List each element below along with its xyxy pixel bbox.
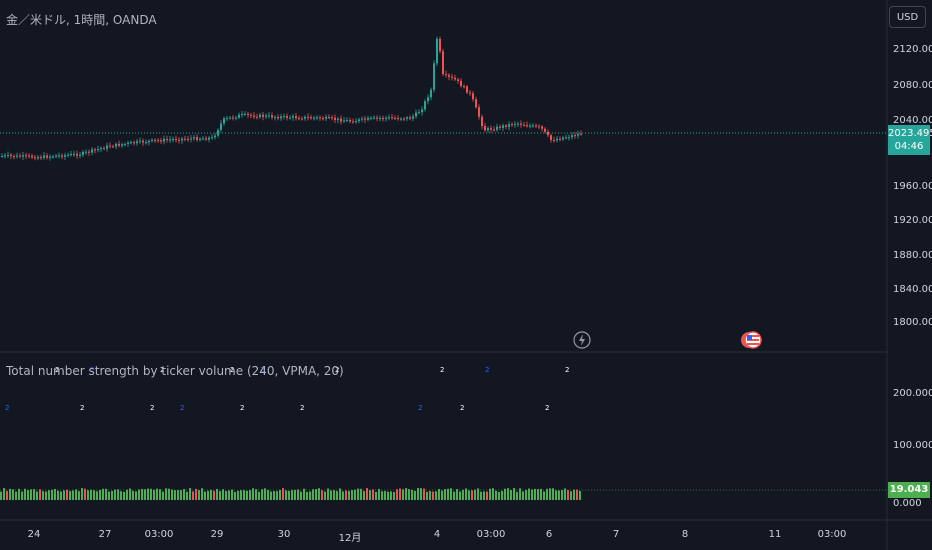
price-tick: 1880.000 [893, 250, 932, 261]
time-tick: 30 [277, 529, 291, 540]
bar-countdown: 04:46 [894, 141, 924, 152]
time-tick: 03:00 [144, 529, 174, 540]
svg-text:2: 2 [160, 366, 164, 374]
currency-button[interactable]: USD [889, 6, 926, 28]
svg-text:2: 2 [335, 366, 339, 374]
svg-text:2: 2 [300, 404, 304, 412]
svg-text:2: 2 [5, 404, 9, 412]
us-flag-icon[interactable] [741, 330, 763, 354]
price-tick: 2040.000 [893, 115, 932, 126]
indicator-tick: 0.000 [893, 498, 922, 509]
price-tick: 1960.000 [893, 181, 932, 192]
svg-text:2: 2 [545, 404, 549, 412]
svg-text:2: 2 [460, 404, 464, 412]
price-tick: 1840.000 [893, 284, 932, 295]
svg-text:2: 2 [90, 366, 94, 374]
last-price-badge: 2023.495 04:46 [888, 125, 932, 155]
price-tick: 2120.000 [893, 44, 932, 55]
svg-text:2: 2 [485, 366, 489, 374]
time-tick: 4 [433, 529, 441, 540]
price-tick: 1920.000 [893, 215, 932, 226]
svg-text:2: 2 [230, 366, 234, 374]
time-tick: 7 [612, 529, 620, 540]
svg-text:2: 2 [440, 366, 444, 374]
svg-text:2: 2 [240, 404, 244, 412]
time-tick: 24 [27, 529, 41, 540]
svg-text:2: 2 [565, 366, 569, 374]
time-tick: 29 [210, 529, 224, 540]
time-tick: 8 [681, 529, 689, 540]
candles-group [1, 36, 582, 161]
time-tick: 11 [768, 529, 782, 540]
price-tick: 2080.000 [893, 80, 932, 91]
svg-text:2: 2 [418, 404, 422, 412]
indicator-tick: 200.000 [893, 388, 932, 399]
price-tick: 1800.000 [893, 317, 932, 328]
time-tick: 12月 [338, 533, 362, 544]
symbol-title[interactable]: 金／米ドル, 1時間, OANDA [6, 13, 157, 27]
time-tick: 27 [98, 529, 112, 540]
svg-text:2: 2 [80, 404, 84, 412]
time-tick: 03:00 [817, 529, 847, 540]
svg-text:2: 2 [150, 404, 154, 412]
indicator-value-badge: 19.043 [888, 482, 930, 498]
lightning-icon[interactable] [573, 331, 591, 353]
ticker-labels-group: 2 2 2 2 2 2 2 2 2 2 2 2 2 2 2 2 2 2 [5, 366, 569, 412]
indicator-title[interactable]: Total number strength by ticker volume (… [6, 364, 344, 378]
last-price-value: 2023.495 [888, 128, 932, 139]
svg-text:2: 2 [260, 366, 264, 374]
time-tick: 03:00 [476, 529, 506, 540]
time-tick: 6 [545, 529, 553, 540]
svg-text:2: 2 [180, 404, 184, 412]
indicator-tick: 100.000 [893, 440, 932, 451]
volume-bars-group [0, 488, 581, 500]
svg-text:2: 2 [55, 366, 59, 374]
